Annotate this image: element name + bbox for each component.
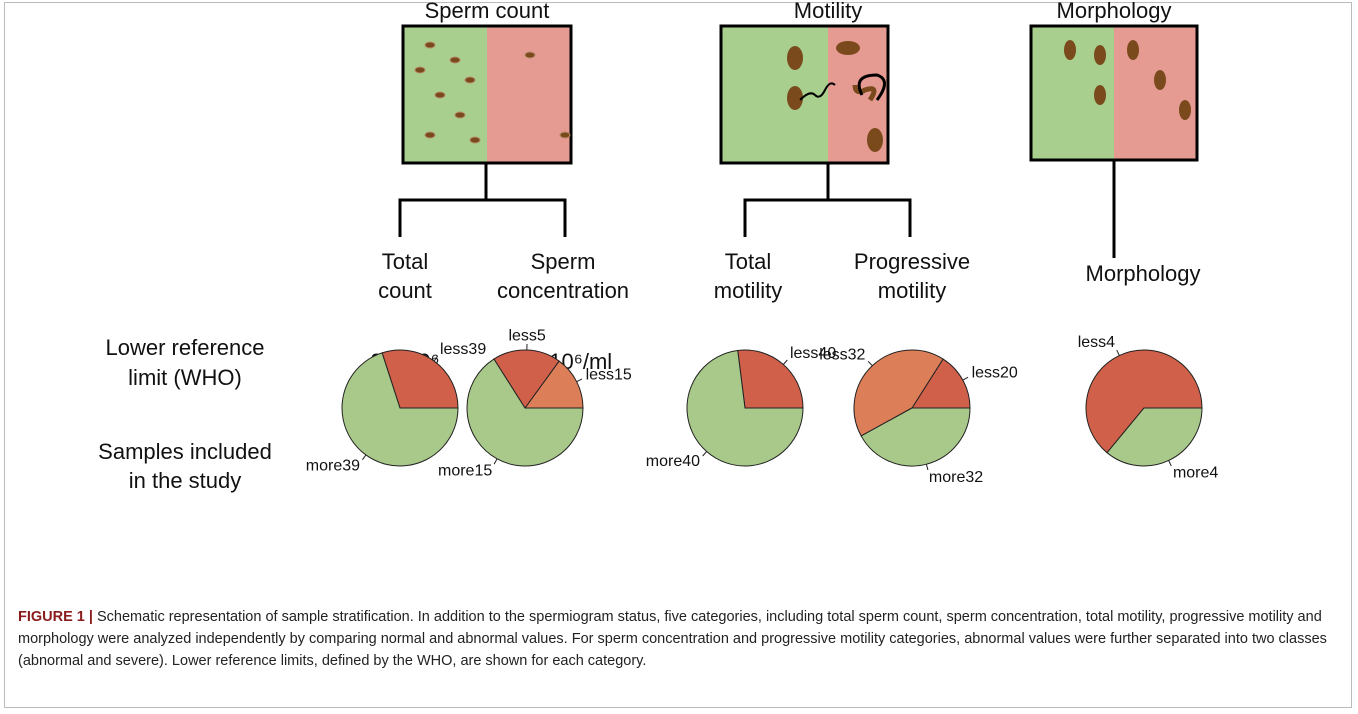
row-label: Samples included xyxy=(98,439,272,464)
figure: Sperm count Motility Morphology Lower re… xyxy=(0,0,1358,714)
slice-label: less5 xyxy=(508,327,545,344)
category-label: Total xyxy=(382,249,428,274)
header: Sperm count xyxy=(425,0,550,23)
category-label: Sperm xyxy=(531,249,596,274)
label-tick xyxy=(1169,460,1172,465)
category-label: motility xyxy=(714,278,782,303)
slice-label: more15 xyxy=(438,462,492,479)
box-count xyxy=(403,26,571,163)
row-label: in the study xyxy=(129,468,242,493)
label-tick xyxy=(577,379,582,382)
category-label: Total xyxy=(725,249,771,274)
label-tick xyxy=(868,361,872,365)
box-morphology xyxy=(1031,26,1197,160)
category-label: Morphology xyxy=(1086,261,1201,286)
header: Morphology xyxy=(1057,0,1172,23)
slice-label: more4 xyxy=(1173,464,1218,481)
slice-label: less39 xyxy=(440,341,486,358)
slice-label: more39 xyxy=(306,457,360,474)
box-motility xyxy=(721,26,888,163)
slice-label: less15 xyxy=(586,367,632,384)
header: Motility xyxy=(794,0,862,23)
row-label: limit (WHO) xyxy=(128,365,242,390)
caption-text: Schematic representation of sample strat… xyxy=(18,609,1327,669)
label-tick xyxy=(703,452,707,457)
caption-label: FIGURE 1 | xyxy=(18,609,93,625)
label-tick xyxy=(494,459,497,464)
diagram: Sperm count Motility Morphology Lower re… xyxy=(0,0,1358,600)
row-label: Lower reference xyxy=(106,335,265,360)
slice-label: less20 xyxy=(972,365,1018,382)
slice-label: less4 xyxy=(1078,334,1115,351)
slice-label: more40 xyxy=(646,453,700,470)
label-tick xyxy=(1117,350,1120,355)
label-tick xyxy=(783,360,787,365)
label-tick xyxy=(963,377,968,380)
slice-label: less32 xyxy=(819,347,865,364)
label-tick xyxy=(362,455,366,460)
slice-label: more32 xyxy=(929,469,983,486)
category-label: motility xyxy=(878,278,946,303)
tree xyxy=(400,160,1114,258)
category-label: count xyxy=(378,278,432,303)
category-label: concentration xyxy=(497,278,629,303)
caption: FIGURE 1 | Schematic representation of s… xyxy=(18,606,1338,672)
category-label: Progressive xyxy=(854,249,970,274)
label-tick xyxy=(926,464,927,470)
